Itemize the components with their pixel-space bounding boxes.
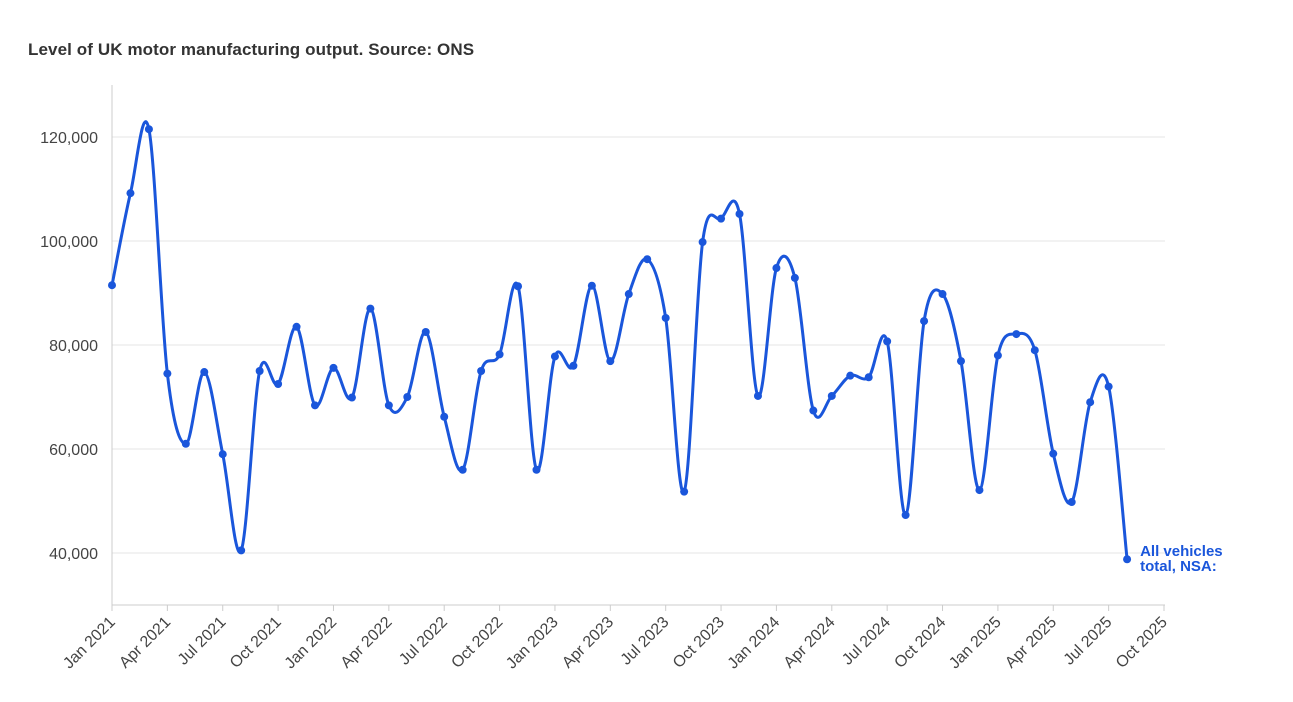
data-point-2022-07[interactable] [440, 412, 449, 421]
series-line-all-vehicles [110, 120, 1129, 561]
data-point-2024-04[interactable] [827, 391, 836, 400]
data-point-2025-06[interactable] [1086, 398, 1095, 407]
data-point-2021-12[interactable] [311, 401, 320, 410]
x-tick-label: Jan 2021 [60, 614, 119, 673]
data-point-2023-10[interactable] [717, 214, 726, 223]
data-point-2025-02[interactable] [1012, 330, 1021, 339]
x-tick-label: Apr 2024 [781, 614, 839, 672]
data-point-2023-01[interactable] [550, 352, 559, 361]
x-tick-label: Oct 2022 [448, 614, 506, 672]
x-tick-label: Jul 2023 [618, 614, 673, 669]
x-tick-label: Apr 2025 [1002, 614, 1060, 672]
data-point-2024-08[interactable] [901, 511, 910, 520]
data-point-2024-09[interactable] [920, 317, 929, 326]
data-point-2023-11[interactable] [735, 209, 744, 218]
data-point-2023-12[interactable] [753, 391, 762, 400]
data-point-2023-08[interactable] [680, 487, 689, 496]
x-tick-label: Apr 2022 [338, 614, 396, 672]
data-point-2023-07[interactable] [661, 313, 670, 322]
x-tick-label: Apr 2021 [116, 614, 174, 672]
x-tick-label: Jan 2022 [282, 614, 341, 673]
x-tick-label: Oct 2021 [227, 614, 285, 672]
data-point-2021-04[interactable] [163, 369, 172, 378]
data-point-2025-08[interactable] [1123, 555, 1132, 564]
x-tick-label: Jul 2021 [175, 614, 230, 669]
data-point-2021-02[interactable] [126, 189, 135, 198]
data-point-2024-02[interactable] [790, 273, 799, 282]
data-point-2023-09[interactable] [698, 238, 707, 247]
data-point-2025-07[interactable] [1104, 382, 1113, 391]
y-tick-label: 100,000 [40, 234, 98, 251]
series-end-label-line: All vehicles [1140, 543, 1223, 560]
data-point-2022-03[interactable] [366, 304, 375, 313]
data-point-2024-01[interactable] [772, 264, 781, 273]
data-point-2023-06[interactable] [643, 255, 652, 264]
chart-title: Level of UK motor manufacturing output. … [28, 40, 475, 59]
gridlines [112, 136, 1165, 554]
data-point-2022-12[interactable] [532, 465, 541, 474]
data-point-2021-01[interactable] [108, 281, 116, 290]
y-tick-label: 80,000 [49, 338, 98, 355]
data-point-2023-05[interactable] [624, 290, 633, 299]
x-tick-label: Jan 2025 [946, 614, 1005, 673]
data-point-2023-02[interactable] [569, 361, 578, 370]
x-tick-label: Oct 2024 [891, 614, 949, 672]
y-axis-ticks: 40,000 60,000 80,000 100,000 120,000 [40, 130, 98, 563]
data-point-2022-09[interactable] [477, 367, 486, 375]
data-point-2022-10[interactable] [495, 350, 504, 359]
x-tick-label: Jul 2025 [1061, 614, 1116, 669]
data-point-2022-05[interactable] [403, 393, 412, 401]
data-point-2024-10[interactable] [938, 290, 947, 299]
series-end-label-line: total, NSA: [1140, 558, 1217, 575]
data-point-2022-11[interactable] [514, 282, 523, 291]
data-point-2022-04[interactable] [384, 401, 393, 410]
y-tick-label: 40,000 [49, 546, 98, 563]
data-point-2025-05[interactable] [1067, 498, 1076, 507]
x-tick-label: Jul 2022 [396, 614, 451, 669]
x-tick-label: Apr 2023 [559, 614, 617, 672]
data-point-2021-03[interactable] [144, 125, 153, 134]
data-point-2021-10[interactable] [274, 380, 283, 388]
data-point-2023-04[interactable] [606, 357, 615, 366]
data-point-2024-03[interactable] [809, 406, 818, 415]
data-point-2022-01[interactable] [329, 363, 338, 372]
data-point-2021-11[interactable] [292, 322, 301, 331]
data-point-2025-04[interactable] [1049, 449, 1058, 458]
data-point-2024-07[interactable] [883, 337, 892, 346]
data-point-2021-05[interactable] [181, 439, 190, 448]
x-tick-label: Oct 2023 [670, 614, 728, 672]
data-point-2021-07[interactable] [218, 450, 227, 459]
axes [111, 85, 1165, 606]
y-tick-label: 60,000 [49, 442, 98, 459]
data-point-2024-11[interactable] [956, 357, 965, 366]
x-tick-label: Jan 2024 [725, 614, 784, 673]
x-tick-label: Jul 2024 [839, 614, 894, 669]
data-point-2021-08[interactable] [237, 546, 246, 555]
data-point-2022-02[interactable] [347, 393, 356, 402]
y-tick-label: 120,000 [40, 130, 98, 147]
data-point-2024-06[interactable] [864, 373, 873, 382]
data-point-2022-08[interactable] [458, 465, 467, 474]
data-point-2023-03[interactable] [587, 281, 596, 290]
data-point-2025-03[interactable] [1030, 346, 1039, 355]
data-point-2024-05[interactable] [846, 371, 855, 380]
series-end-label: All vehicles total, NSA: [1140, 543, 1223, 575]
x-tick-label: Jan 2023 [503, 614, 562, 673]
data-point-2021-06[interactable] [200, 368, 209, 377]
data-point-2021-09[interactable] [255, 367, 264, 375]
data-point-2024-12[interactable] [975, 486, 984, 495]
data-point-2025-01[interactable] [993, 351, 1002, 360]
x-tick-label: Oct 2025 [1113, 614, 1171, 672]
series: All vehicles total, NSA: [108, 120, 1223, 575]
data-point-2022-06[interactable] [421, 328, 430, 336]
